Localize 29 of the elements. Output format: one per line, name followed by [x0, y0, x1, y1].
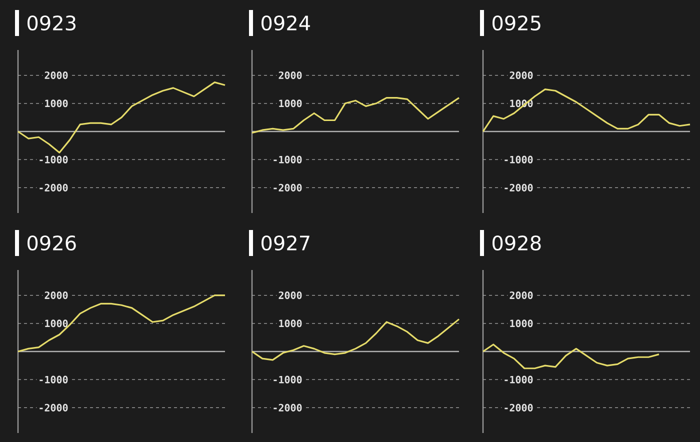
y-tick-label: 2000 — [44, 292, 68, 300]
y-tick-label: -2000 — [504, 184, 533, 192]
y-tick-label: -1000 — [504, 156, 533, 164]
y-tick-label: -2000 — [504, 404, 533, 412]
y-tick-label: 2000 — [510, 72, 533, 80]
y-tick-label: -2000 — [40, 404, 68, 412]
y-tick-label: 1000 — [45, 100, 68, 108]
y-tick-label: -1000 — [274, 376, 302, 384]
chart-title: 0923 — [28, 15, 76, 31]
y-tick-label: 2000 — [44, 72, 68, 80]
y-tick-label: 2000 — [510, 292, 533, 300]
y-tick-label: -1000 — [40, 156, 68, 164]
chart-title: 0924 — [262, 15, 310, 31]
chart-title: 0927 — [262, 235, 310, 251]
y-tick-label: 1000 — [510, 320, 533, 328]
y-tick-label: -2000 — [40, 184, 68, 192]
chart-title: 0926 — [28, 235, 76, 251]
y-tick-label: -2000 — [274, 184, 302, 192]
y-tick-label: 1000 — [279, 320, 302, 328]
chart-title: 0928 — [492, 235, 541, 251]
chart-title: 0925 — [492, 15, 540, 31]
y-tick-label: 2000 — [278, 292, 302, 300]
y-tick-label: -1000 — [504, 376, 533, 384]
y-tick-label: -1000 — [40, 376, 68, 384]
y-tick-label: -1000 — [274, 156, 302, 164]
y-tick-label: 2000 — [278, 72, 302, 80]
y-tick-label: 1000 — [279, 100, 302, 108]
y-tick-label: -2000 — [274, 404, 302, 412]
y-tick-label: 1000 — [45, 320, 68, 328]
